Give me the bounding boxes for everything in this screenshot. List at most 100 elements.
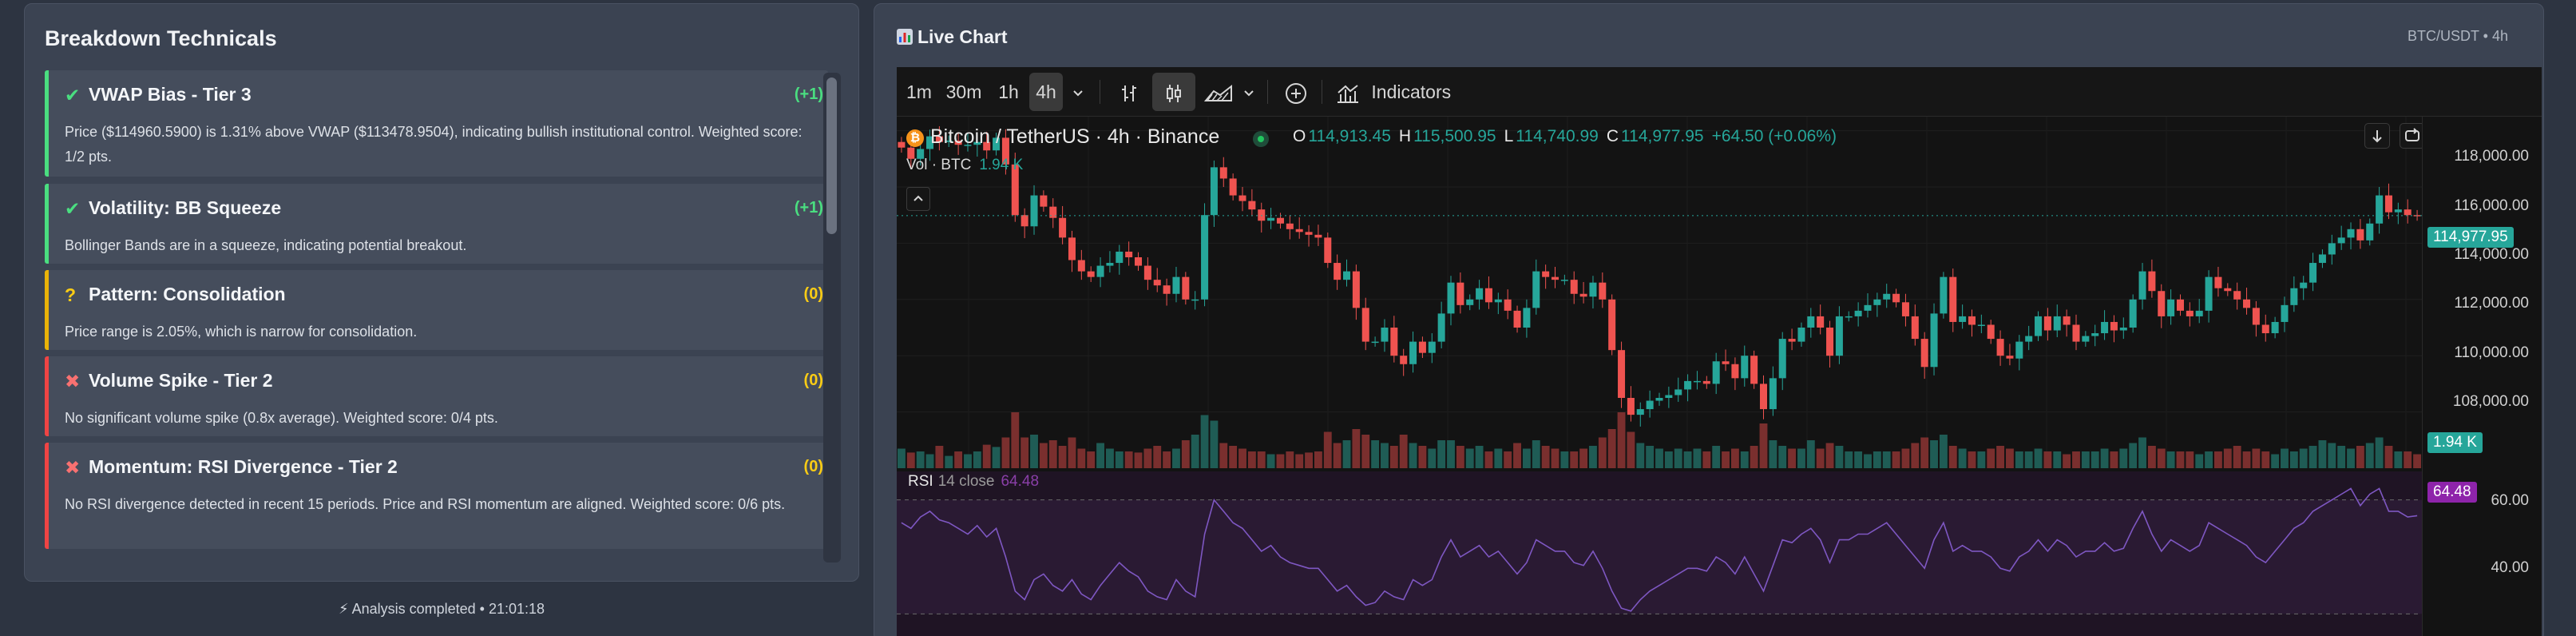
candle-body — [1229, 178, 1237, 196]
chart-style-dropdown[interactable] — [1238, 73, 1259, 111]
volume-bar — [1892, 451, 1900, 468]
pair-label: BTC/USDT • 4h — [2408, 28, 2508, 44]
volume-bar — [1153, 446, 1162, 468]
list-item[interactable]: ✖ Volume Spike - Tier 2 (0) No significa… — [45, 356, 828, 436]
candle-body — [1125, 251, 1133, 257]
candle-body — [2043, 316, 2051, 331]
candle-body — [1334, 263, 1342, 280]
candle-body — [2337, 237, 2345, 244]
candle-body — [1077, 260, 1085, 272]
list-item[interactable]: ✔ Volatility: BB Squeeze (+1) Bollinger … — [45, 184, 828, 264]
volume-bar — [1428, 448, 1437, 468]
candle-body — [973, 141, 981, 145]
rsi-params: 14 close — [937, 473, 995, 490]
collapse-legend-button[interactable] — [906, 187, 930, 211]
candle-body — [1845, 316, 1853, 318]
candle-body — [1959, 316, 1967, 322]
volume-value: 1.94 K — [979, 157, 1024, 173]
volume-bar — [2337, 446, 2346, 468]
volume-bar — [1948, 446, 1957, 468]
candle-body — [2119, 328, 2127, 331]
volume-bar — [2110, 451, 2118, 468]
candle-body — [1286, 223, 1294, 229]
volume-bar — [1930, 440, 1938, 468]
timeframe-dropdown[interactable] — [1066, 73, 1090, 111]
timeframe-4h[interactable]: 4h — [1029, 73, 1063, 111]
candle-body — [2053, 316, 2061, 331]
volume-bar — [1333, 443, 1342, 468]
candle-body — [907, 147, 915, 159]
area-style-button[interactable] — [1200, 73, 1237, 111]
question-icon: ? — [65, 284, 77, 305]
volume-bar — [1163, 451, 1171, 468]
scrollbar-thumb[interactable] — [826, 78, 837, 234]
indicators-label: Indicators — [1371, 81, 1452, 102]
volume-bar — [1399, 435, 1408, 468]
candle-body — [1523, 308, 1531, 328]
timeframe-30m[interactable]: 30m — [945, 81, 982, 102]
list-scrollbar[interactable] — [823, 73, 841, 562]
candle-body — [1532, 271, 1540, 308]
bar-chart-style-button[interactable] — [1111, 73, 1147, 111]
volume-bar — [2015, 451, 2023, 468]
volume-bar — [2186, 451, 2194, 468]
candle-body — [1068, 237, 1076, 260]
timeframe-1m[interactable]: 1m — [906, 81, 932, 102]
candle-body — [2148, 271, 2156, 292]
candle-body — [1106, 263, 1114, 266]
timeframe-1h[interactable]: 1h — [998, 81, 1019, 102]
volume-bar — [1816, 448, 1825, 468]
candles-style-button[interactable] — [1152, 73, 1195, 111]
candle-body — [1996, 339, 2004, 356]
volume-bar — [2091, 451, 2099, 468]
volume-legend: Vol · BTC 1.94 K — [906, 157, 1023, 174]
candle-body — [1570, 280, 1578, 294]
candle-body — [1977, 324, 1985, 326]
volume-bar — [1039, 443, 1048, 468]
symbol-title[interactable]: Bitcoin / TetherUS · 4h · Binance — [930, 125, 1220, 148]
volume-bar — [2356, 446, 2364, 468]
indicators-button[interactable]: Indicators — [1331, 73, 1459, 111]
candle-body — [1949, 276, 1957, 322]
volume-bar — [973, 451, 981, 468]
candle-body — [2167, 299, 2175, 316]
arrow-down-icon — [2372, 130, 2382, 143]
candlestick-chart[interactable] — [897, 117, 2422, 468]
chart-toolbar: 1m 30m 1h 4h — [897, 67, 2542, 117]
candles-icon — [1167, 84, 1181, 102]
volume-bar — [2166, 451, 2175, 468]
breakdown-title: Breakdown Technicals — [45, 26, 277, 50]
volume-bar — [1011, 412, 1020, 468]
rsi-line — [901, 487, 2418, 612]
tradingview-chart[interactable]: 1m 30m 1h 4h — [897, 67, 2542, 636]
candle-body — [1418, 341, 1426, 353]
list-item[interactable]: ? Pattern: Consolidation (0) Price range… — [45, 270, 828, 350]
candle-body — [954, 140, 962, 145]
scroll-down-button[interactable] — [2364, 123, 2390, 149]
candle-body — [1873, 299, 1881, 305]
candle-body — [1797, 328, 1805, 342]
ohlc-values: O 114,913.45 H 115,500.95 L 114,740.99 C 114,97… — [1293, 127, 1845, 146]
rsi-chart[interactable] — [897, 471, 2422, 636]
volume-bar — [1598, 437, 1607, 468]
volume-bar — [1295, 454, 1304, 468]
volume-bar — [2252, 448, 2261, 468]
reset-chart-button[interactable] — [2400, 123, 2425, 149]
technicals-list[interactable]: ✔ VWAP Bias - Tier 3 (+1) Price ($114960… — [45, 70, 828, 562]
list-item[interactable]: ✖ Momentum: RSI Divergence - Tier 2 (0) … — [45, 443, 828, 549]
candle-body — [1390, 328, 1398, 356]
candle-body — [2252, 308, 2260, 325]
list-item[interactable]: ✔ VWAP Bias - Tier 3 (+1) Price ($114960… — [45, 70, 828, 177]
candle-body — [1153, 280, 1161, 286]
high-key: H — [1398, 127, 1412, 145]
candle-body — [1731, 364, 1739, 379]
price-axis[interactable]: 118,000.00 116,000.00 114,000.00 112,000… — [2422, 117, 2542, 636]
volume-bar — [1437, 440, 1446, 468]
candle-body — [2394, 209, 2402, 213]
volume-bar — [1911, 443, 1920, 468]
volume-bar — [1873, 451, 1881, 468]
compare-symbol-button[interactable] — [1278, 73, 1314, 111]
volume-bar — [1191, 435, 1199, 468]
volume-tag: 1.94 K — [2427, 432, 2483, 453]
volume-bar — [1759, 423, 1768, 468]
